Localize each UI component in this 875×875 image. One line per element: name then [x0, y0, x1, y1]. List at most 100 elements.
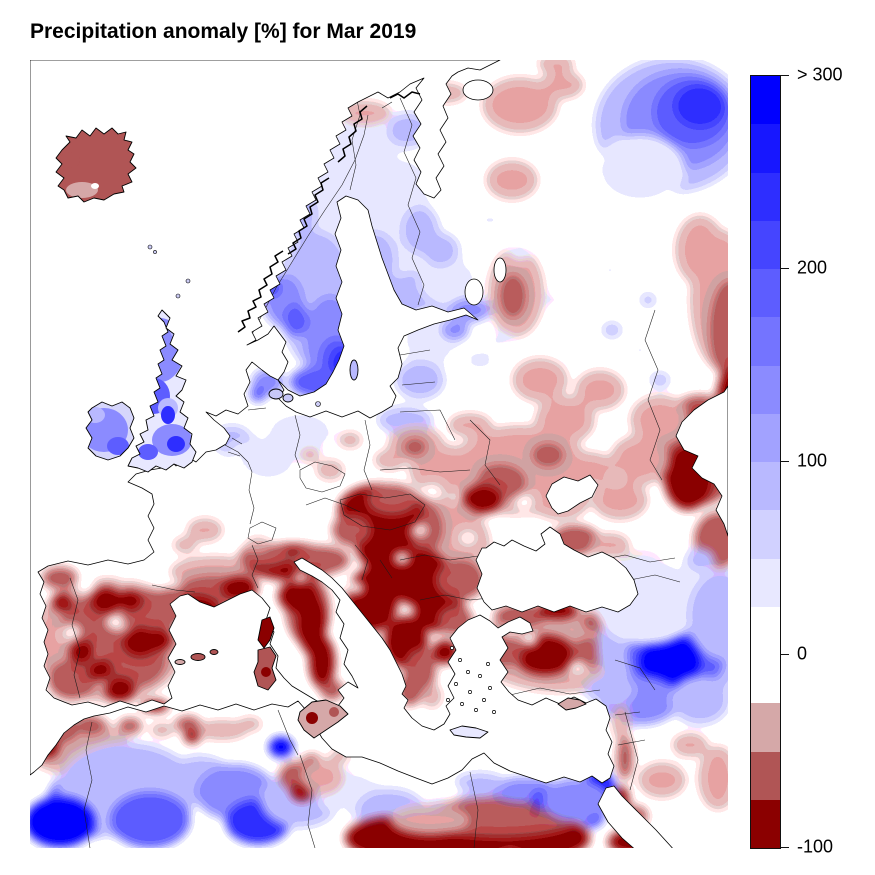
island-speck: [458, 658, 462, 662]
danish-isles: [282, 393, 294, 403]
anomaly-blob: [88, 660, 112, 680]
anomaly-blob: [476, 210, 504, 230]
island-speck: [486, 662, 490, 666]
anomaly-blob: [685, 548, 715, 572]
anomaly-blob: [348, 582, 364, 594]
anomaly-blob: [106, 614, 124, 630]
anomaly-blob: [640, 635, 700, 689]
anomaly-blob: [540, 71, 584, 99]
anomaly-blob: [105, 678, 135, 702]
colorbar-tick-label: > 300: [797, 64, 843, 85]
anomaly-blob: [602, 322, 622, 338]
shetland: [185, 278, 191, 284]
anomaly-blob: [538, 60, 574, 74]
anomaly-blob: [638, 762, 686, 798]
anomaly-blob: [374, 450, 406, 470]
kanin-bay: [462, 79, 494, 101]
anomaly-blob: [91, 587, 121, 613]
colorbar-block: [751, 269, 780, 318]
anomaly-blob: [78, 717, 106, 735]
lake-ladoga: [464, 278, 484, 306]
aegean-islands: [446, 646, 496, 714]
anomaly-blob: [390, 805, 470, 835]
anomaly-blob: [195, 487, 215, 503]
lake-onega: [493, 257, 507, 283]
colorbar-tick: [781, 267, 789, 269]
anomaly-blob: [598, 260, 622, 280]
colorbar-tick: [781, 460, 789, 462]
colorbar-block: [751, 76, 780, 125]
anomaly-blob: [590, 232, 610, 248]
anomaly-blob: [118, 718, 142, 734]
island-speck: [482, 698, 486, 702]
anomaly-blob: [568, 661, 586, 673]
menorca: [209, 649, 219, 655]
anomaly-blob: [585, 675, 635, 705]
anomaly-blob: [400, 205, 440, 255]
danish-isles: [268, 388, 284, 400]
anomaly-blob: [320, 680, 344, 700]
anomaly-blob: [118, 590, 142, 610]
anomaly-blob: [640, 293, 656, 307]
anomaly-blob: [532, 443, 564, 467]
anomaly-blob: [42, 567, 78, 589]
colorbar-block: [751, 799, 780, 848]
island-speck: [492, 710, 496, 714]
anomaly-blob: [264, 408, 336, 456]
colorbar-block: [751, 365, 780, 414]
faroe-islands: [153, 250, 157, 254]
anomaly-blob: [595, 135, 685, 205]
anomaly-blob: [670, 675, 728, 725]
country-borders: [69, 94, 681, 848]
caspian-sea: [675, 385, 728, 537]
anomaly-blob: [213, 461, 237, 479]
anomaly-blob: [196, 720, 248, 740]
black-sea: [475, 526, 639, 613]
colorbar-block: [751, 220, 780, 269]
anomaly-blob: [175, 716, 201, 732]
island-speck: [454, 682, 458, 686]
anomaly-blob: [161, 406, 175, 424]
bornholm: [315, 401, 321, 407]
kola-coast: [389, 91, 421, 99]
anomaly-blob: [543, 291, 567, 309]
anomaly-blob: [500, 274, 526, 318]
anomaly-blob: [610, 435, 670, 485]
crete: [449, 725, 489, 739]
anomaly-blob: [107, 437, 129, 455]
anomaly-blob: [91, 183, 99, 189]
anomaly-blob: [394, 552, 410, 564]
faroe-islands: [147, 244, 153, 250]
anomaly-blob: [284, 304, 308, 336]
anomaly-blob: [672, 733, 708, 757]
anomaly-blob: [30, 797, 95, 847]
anomaly-blob: [462, 486, 502, 514]
anomaly-blob: [74, 576, 96, 594]
anomaly-blob: [650, 372, 670, 388]
anomaly-blob: [630, 395, 690, 445]
anomaly-blob: [522, 634, 538, 646]
anomaly-blob: [421, 484, 443, 500]
anomaly-blob: [541, 778, 611, 822]
ireland: [85, 401, 135, 461]
mallorca: [190, 653, 206, 661]
anomaly-blob: [316, 460, 344, 480]
anomaly-blob: [592, 480, 648, 520]
anomaly-blob: [675, 215, 725, 285]
anomaly-blob: [512, 358, 568, 402]
norway-fjord-coast: [337, 105, 368, 163]
gotland: [349, 359, 359, 381]
red-sea: [597, 785, 673, 848]
sicily-dark-spot: [329, 707, 339, 717]
anomaly-blob: [575, 370, 625, 410]
anomaly-blob: [339, 101, 391, 125]
great-britain: [127, 309, 197, 473]
colorbar-tick-label: 200: [797, 257, 828, 278]
colorbar-block: [751, 510, 780, 559]
anomaly-blob: [52, 593, 72, 611]
baltic-sea: [277, 195, 479, 419]
anomaly-blob: [395, 360, 445, 400]
anomaly-blob: [435, 560, 485, 600]
